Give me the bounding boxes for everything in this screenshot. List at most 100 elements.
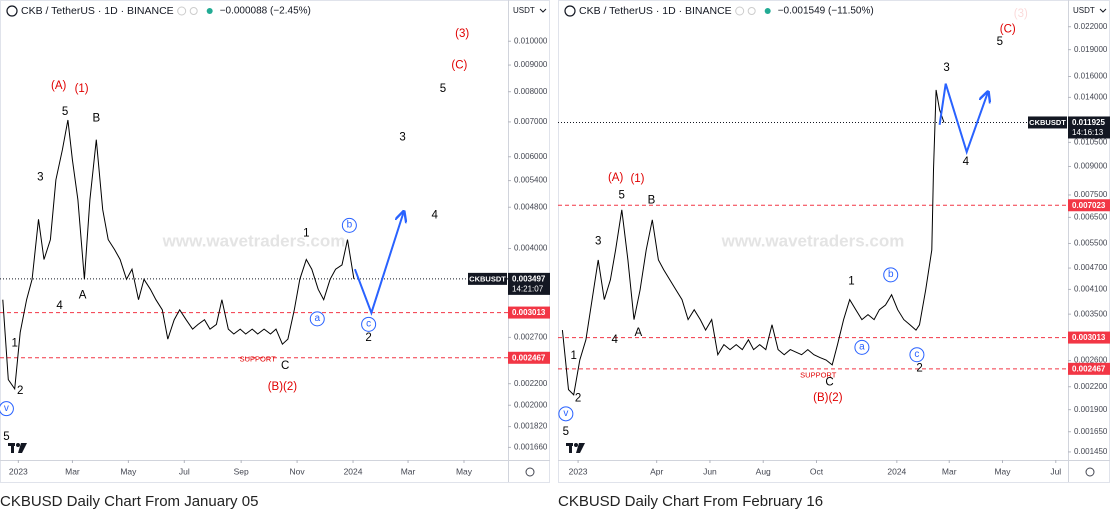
x-tick-label: Jul (179, 466, 190, 476)
y-tick-label: 0.004100 (1074, 285, 1108, 294)
x-tick-label: Nov (290, 466, 306, 476)
x-tick-label: 2024 (344, 466, 363, 476)
wave-label: a (314, 313, 320, 324)
level-tag (1068, 331, 1110, 344)
y-tick-label: 0.022000 (1074, 22, 1108, 31)
level-tag (1068, 362, 1110, 375)
y-tick-label: 0.004800 (514, 202, 548, 211)
status-dot (189, 7, 198, 15)
status-dot-live (206, 8, 213, 14)
x-tick-label: 2023 (9, 466, 28, 476)
wave-label: SUPPORT (800, 371, 837, 380)
wave-circle (309, 311, 325, 327)
x-tick-label: Oct (810, 466, 824, 476)
last-price-name-tag (1028, 116, 1067, 129)
wave-label: v (4, 403, 9, 414)
wave-label: c (914, 349, 919, 360)
x-tick-label: 2024 (887, 466, 906, 476)
y-tick-label: 0.002200 (514, 379, 548, 388)
chart-frame (558, 0, 1110, 483)
tv-logo-part (18, 443, 27, 453)
y-tick-label: 0.007000 (514, 117, 548, 126)
y-tick-label: 0.019000 (1074, 45, 1108, 54)
settings-icon (525, 467, 535, 477)
wave-label: (B)(2) (813, 392, 843, 404)
x-tick-label: 2023 (569, 466, 588, 476)
wave-label: 5 (997, 36, 1003, 48)
status-dot (177, 6, 187, 16)
wave-label: c (366, 318, 371, 329)
price-change: −0.000088 (−2.45%) (220, 6, 311, 17)
wave-label: 3 (943, 62, 949, 74)
wave-label: 3 (37, 172, 43, 184)
wave-circle (909, 347, 925, 363)
wave-label: v (563, 408, 568, 419)
price-line (561, 89, 945, 396)
wave-label: B (92, 113, 100, 125)
level-label: 0.007023 (1072, 201, 1106, 210)
wave-label: 1 (571, 350, 577, 362)
wave-label: b (888, 269, 894, 280)
last-price-timer: 14:21:07 (512, 284, 544, 293)
wave-label: (B)(2) (268, 381, 298, 393)
x-tick-label: May (994, 466, 1011, 476)
watermark: www.wavetraders.com (162, 231, 346, 250)
axis-menu (1099, 8, 1107, 13)
x-tick-label: Jul (1050, 466, 1061, 476)
y-tick-label: 0.016000 (1074, 72, 1108, 81)
y-tick-label: 0.002000 (514, 400, 548, 409)
wave-circle (883, 267, 899, 283)
wave-label: 1 (11, 337, 17, 349)
wave-circle (361, 316, 377, 332)
wave-circle (854, 339, 870, 355)
chart-caption: CKBUSD Daily Chart From January 05 (0, 493, 258, 510)
wave-label: (A) (51, 80, 67, 92)
y-tick-label: 0.001900 (1074, 405, 1108, 414)
tv-logo-part (574, 443, 578, 447)
y-tick-label: 0.009000 (1074, 162, 1108, 171)
wave-label: (A) (608, 172, 624, 184)
wave-label: 2 (916, 363, 922, 375)
chart-caption: CKBUSD Daily Chart From February 16 (558, 493, 823, 510)
wave-label: 5 (440, 83, 446, 95)
y-tick-label: 0.002600 (1074, 356, 1108, 365)
chart-frame (0, 0, 550, 483)
status-dot (747, 7, 756, 15)
last-price-label: 0.011925 (1072, 118, 1105, 127)
y-tick-label: 0.007500 (1074, 190, 1108, 199)
wave-label: 5 (619, 190, 625, 202)
wave-label: 3 (595, 236, 601, 248)
wave-label: a (859, 342, 865, 353)
last-price-timer: 14:16:13 (1072, 128, 1104, 137)
currency-label: USDT (513, 6, 535, 15)
tv-logo-part (11, 443, 14, 453)
y-tick-label: 0.001650 (1074, 427, 1108, 436)
level-tag (508, 351, 550, 364)
tv-logo-part (16, 443, 20, 447)
x-tick-label: May (120, 466, 137, 476)
x-tick-label: Mar (65, 466, 80, 476)
y-tick-label: 0.001450 (1074, 447, 1108, 456)
level-tag (508, 306, 550, 319)
wave-label: B (648, 195, 656, 207)
wave-label: (3) (455, 28, 469, 40)
symbol-title: CKB / TetherUS · 1D · BINANCE (21, 5, 174, 17)
wave-label: 5 (563, 426, 569, 438)
level-label: 0.002467 (1072, 364, 1106, 373)
y-tick-label: 0.010500 (1074, 137, 1108, 146)
symbol-icon (564, 5, 576, 17)
y-tick-label: 0.004000 (514, 244, 548, 253)
last-price-label: 0.003497 (512, 274, 546, 283)
x-tick-label: May (456, 466, 473, 476)
x-tick-label: Mar (401, 466, 416, 476)
wave-label: C (281, 360, 289, 372)
wave-label: (1) (630, 173, 644, 185)
x-tick-label: Mar (942, 466, 957, 476)
level-label: 0.003013 (1072, 333, 1106, 342)
status-dot (735, 6, 745, 16)
last-price-tag (1068, 116, 1110, 139)
y-tick-label: 0.014000 (1074, 92, 1108, 101)
wave-label: A (79, 289, 87, 301)
wave-label: 1 (848, 276, 854, 288)
chart-panel: www.wavetraders.com 0.022000 0.019000 0.016… (558, 0, 1110, 510)
